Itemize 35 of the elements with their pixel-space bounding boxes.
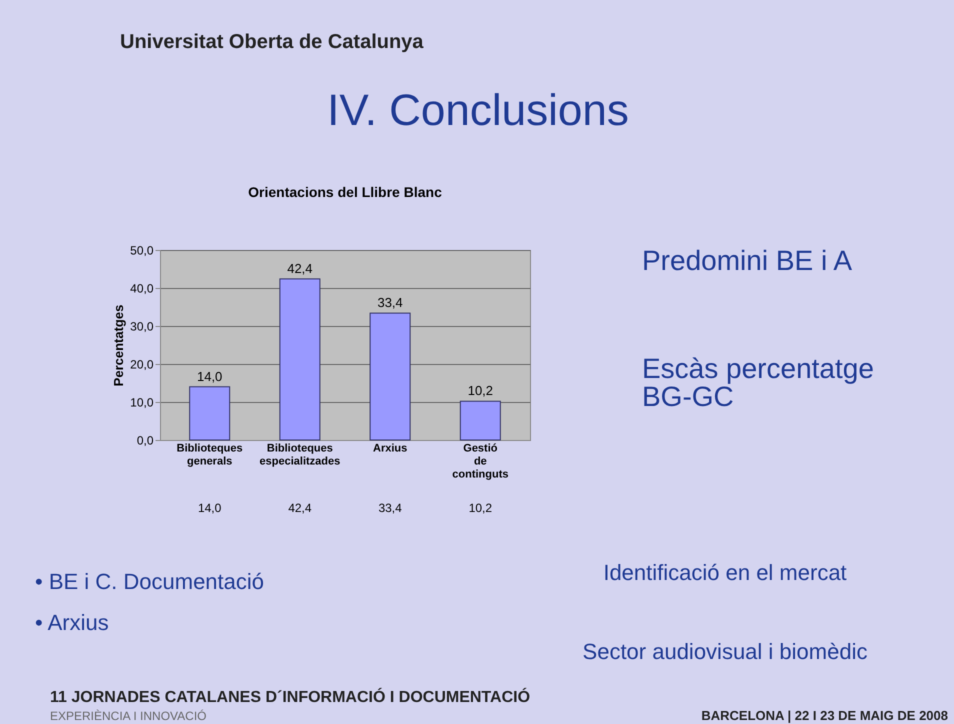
text: IV. Conclusions [327,86,629,135]
text: Sector audiovisual i biomèdic [582,639,868,664]
data-label: 14,0 [198,501,222,515]
y-axis-title: Percentatges [111,304,126,386]
bar [460,400,501,440]
x-tick-label: Gestió de continguts [452,442,508,480]
x-tick-label: Biblioteques especialitzades [260,442,340,468]
text: 10,2 [468,383,494,398]
text: 33,4 [377,295,403,310]
data-label: 42,4 [288,501,312,515]
text: 11 JORNADES CATALANES D´INFORMACIÓ I DOCUMENTACIÓ [50,687,530,706]
x-tick-label: Arxius [372,442,408,454]
bar [279,278,320,440]
text: Escàs percentatge BG-GC [642,353,874,412]
text: EXPERIÈNCIA I INNOVACIÓ [50,709,206,723]
bar [370,312,411,440]
bar [189,386,230,440]
text: Identificació en el mercat [603,560,847,585]
y-tick-label: 30,0 [130,320,154,334]
y-tick-label: 0,0 [136,434,154,448]
text: 42,4 [287,260,313,276]
data-label: 10,2 [468,501,492,515]
y-tick-label: 50,0 [130,244,154,258]
text: Predomini BE i A [642,245,852,276]
y-tick-label: 20,0 [130,358,154,372]
data-label: 33,4 [378,501,402,515]
text: Universitat Oberta de Catalunya [120,31,424,53]
text: • Arxius [35,610,109,635]
text: • BE i C. Documentació [35,569,264,594]
y-tick-label: 40,0 [130,282,154,296]
text: 14,0 [196,368,222,384]
y-tick-label: 10,0 [130,396,154,410]
text: BARCELONA | 22 I 23 DE MAIG DE 2008 [701,708,948,723]
chart-title: Orientacions del Llibre Blanc [248,184,442,200]
x-tick-label: Biblioteques generals [176,442,243,468]
